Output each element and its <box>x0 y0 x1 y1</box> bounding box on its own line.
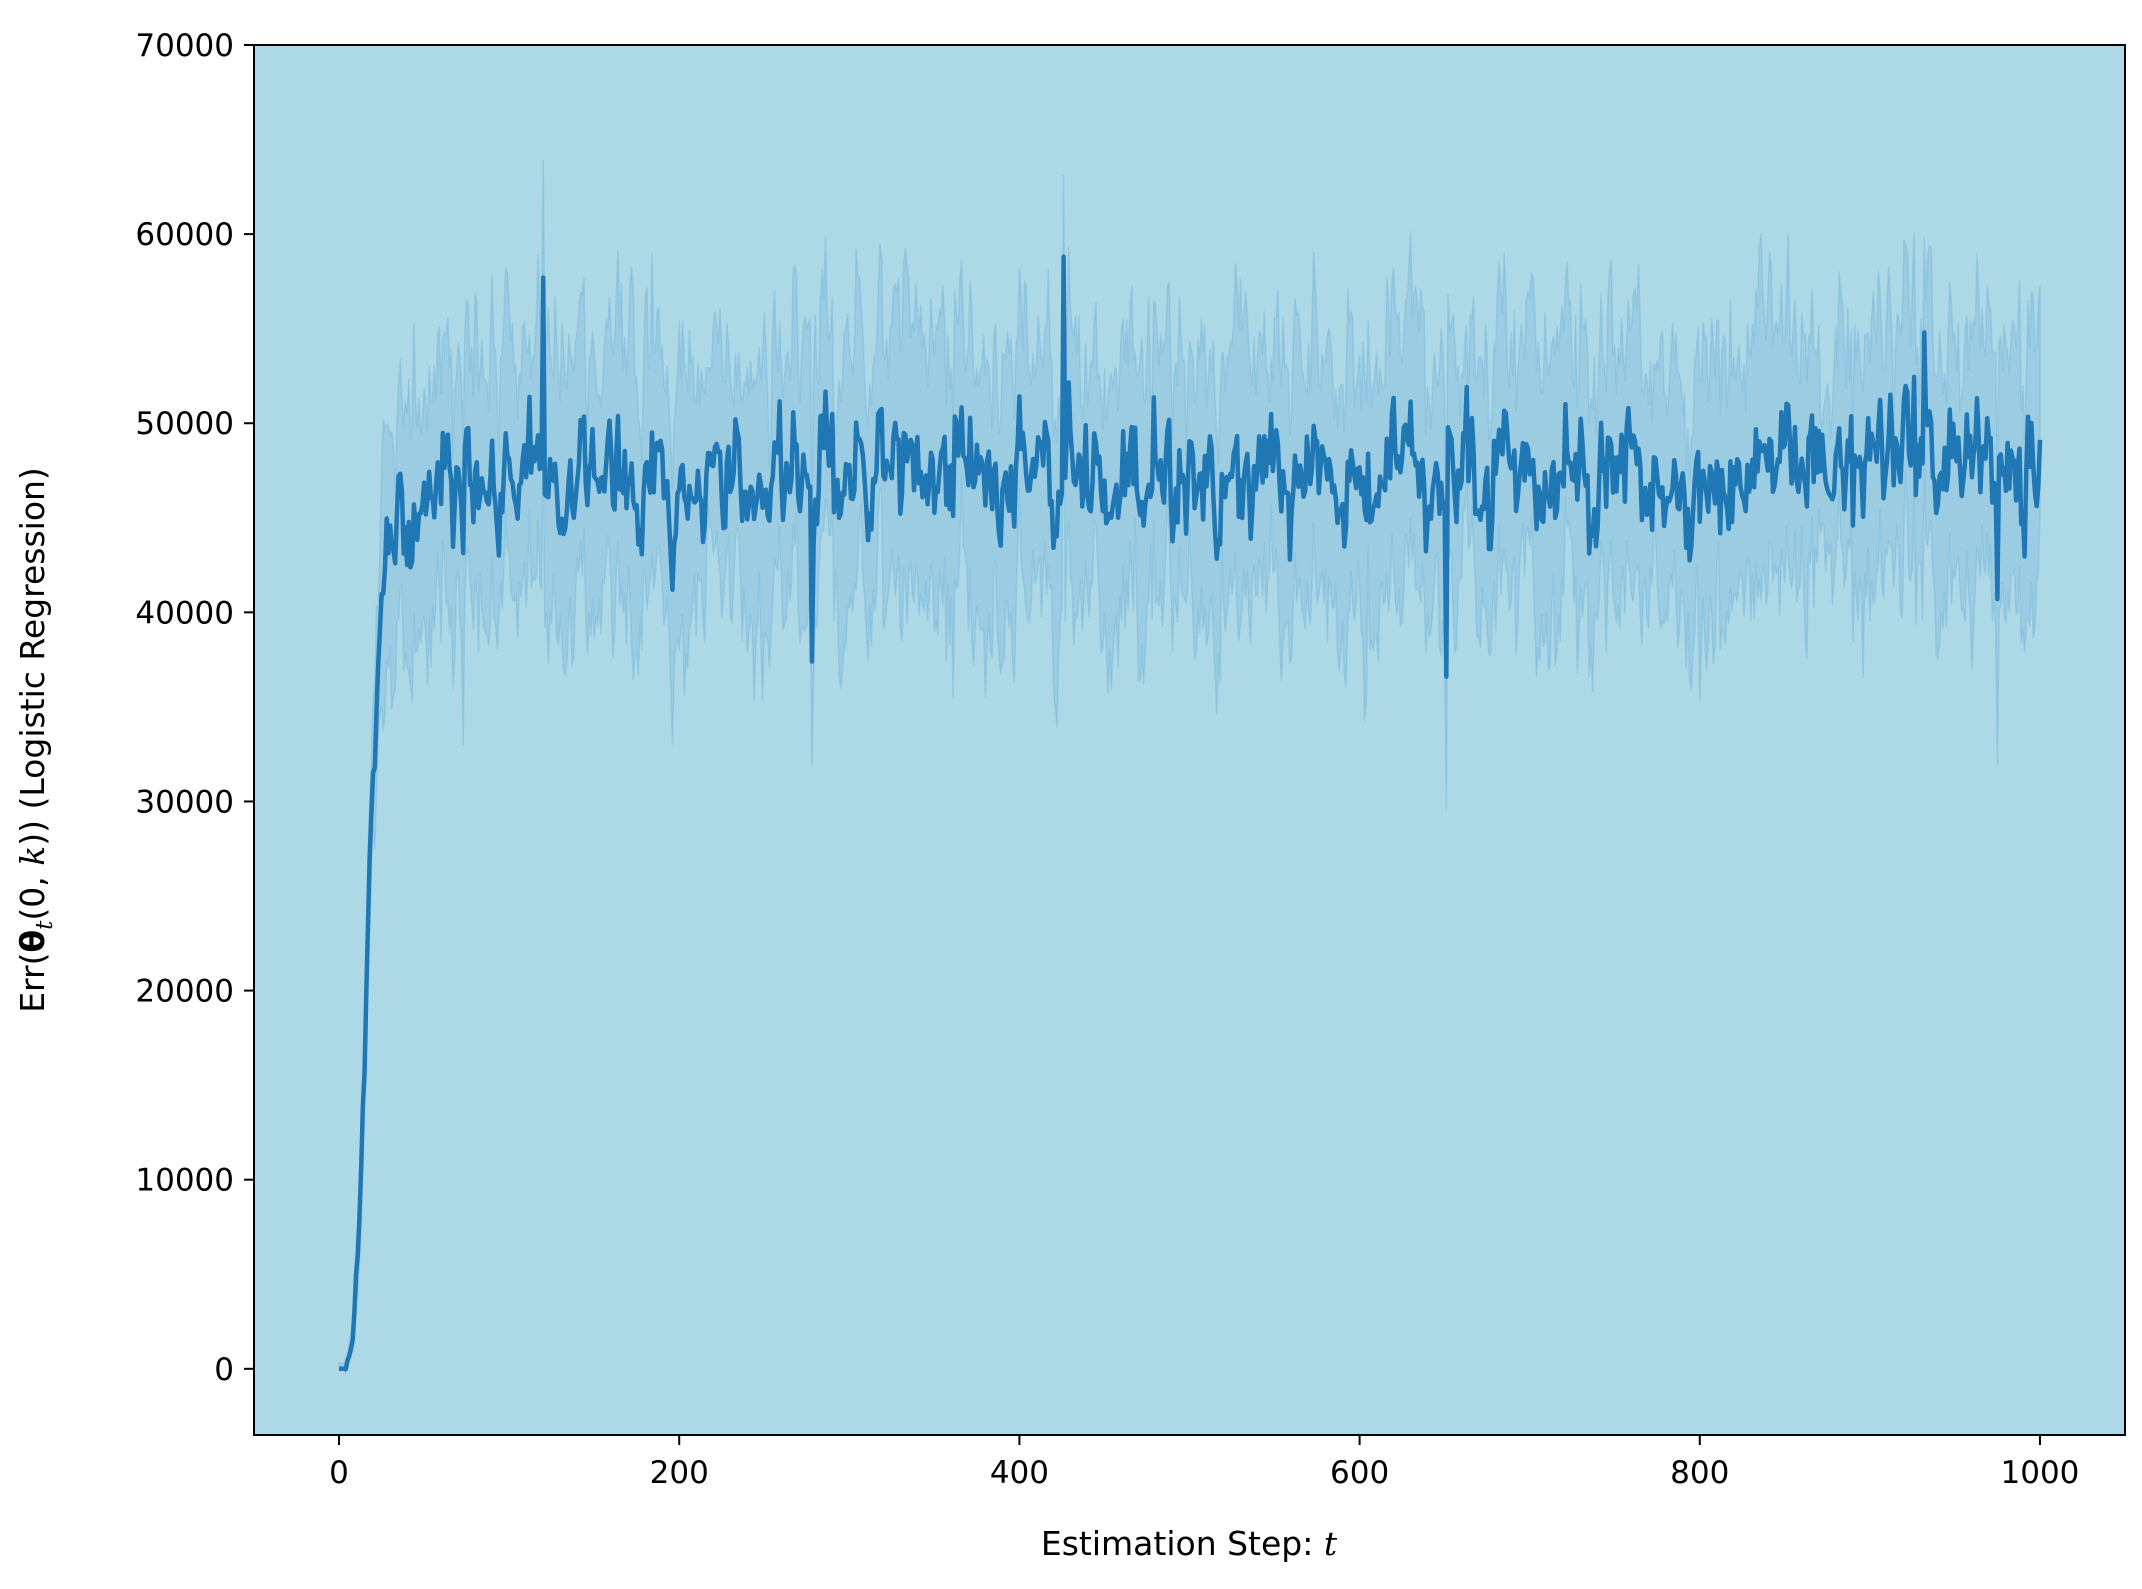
y-label-var: k <box>13 846 52 866</box>
x-axis: 0 200 400 600 800 1000 <box>329 1435 2079 1491</box>
y-label-subscript: t <box>32 920 58 930</box>
x-tick-label: 0 <box>329 1455 349 1491</box>
y-label-prefix: Err( <box>13 953 52 1013</box>
y-axis: 0 10000 20000 30000 40000 50000 60000 70000 <box>135 28 254 1388</box>
x-tick-label: 400 <box>990 1455 1049 1491</box>
y-label-symbol: θ <box>13 930 52 953</box>
y-tick-label: 50000 <box>135 406 234 442</box>
y-label-suffix: )) (Logistic Regression) <box>13 467 52 846</box>
plot-frame <box>253 44 2126 1436</box>
x-tick-label: 200 <box>650 1455 709 1491</box>
y-tick-label: 0 <box>214 1352 234 1388</box>
x-tick-label: 1000 <box>2001 1455 2080 1491</box>
x-tick-label: 800 <box>1670 1455 1729 1491</box>
x-tick-label: 600 <box>1330 1455 1389 1491</box>
y-label-after-sub: (0, <box>13 866 52 921</box>
x-axis-label-text: Estimation Step: <box>1041 1524 1324 1563</box>
y-axis-label: Err(θt(0, k)) (Logistic Regression) <box>13 467 58 1013</box>
y-tick-label: 60000 <box>135 217 234 253</box>
y-tick-label: 70000 <box>135 28 234 64</box>
x-axis-label: Estimation Step: t <box>1041 1524 1338 1563</box>
y-tick-label: 30000 <box>135 784 234 820</box>
mean-line <box>338 254 2043 1372</box>
y-tick-label: 20000 <box>135 974 234 1010</box>
plot-background <box>254 45 2125 1435</box>
y-tick-label: 10000 <box>135 1163 234 1199</box>
x-axis-label-var: t <box>1324 1524 1338 1563</box>
y-tick-label: 40000 <box>135 595 234 631</box>
